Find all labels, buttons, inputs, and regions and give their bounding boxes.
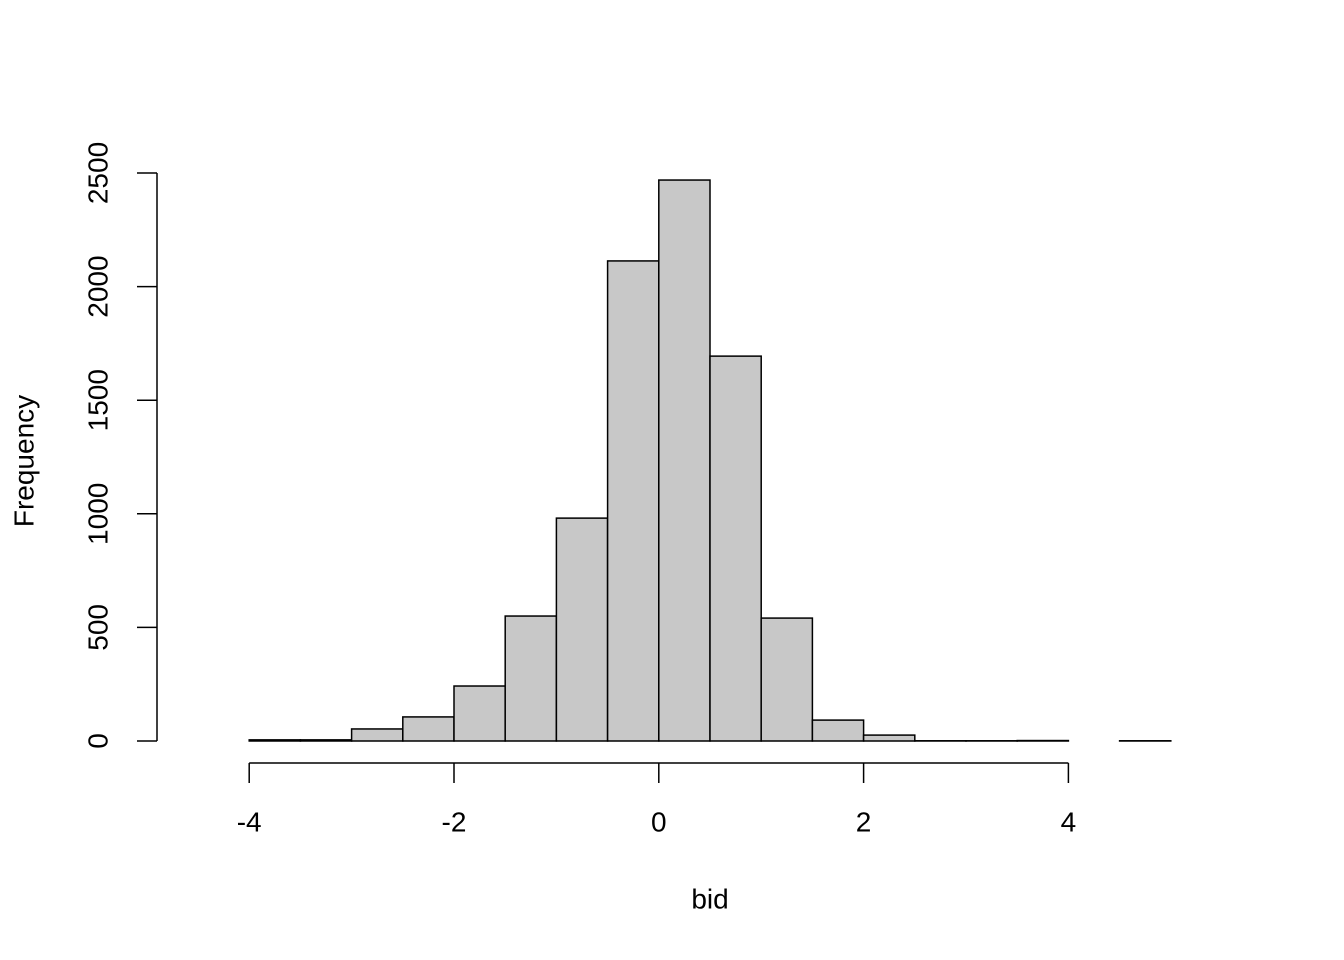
x-axis-label: bid bbox=[691, 883, 728, 914]
y-tick-label: 1500 bbox=[82, 369, 113, 431]
x-tick-label: 4 bbox=[1061, 806, 1077, 837]
bar bbox=[555, 517, 609, 742]
bar bbox=[504, 615, 558, 742]
bar bbox=[760, 617, 814, 742]
bar bbox=[248, 739, 302, 742]
bar bbox=[709, 355, 762, 742]
bar bbox=[811, 719, 865, 742]
y-tick-label: 2000 bbox=[82, 255, 113, 317]
bar bbox=[453, 685, 506, 742]
x-tick-label: 2 bbox=[856, 806, 872, 837]
bar bbox=[658, 179, 711, 742]
y-tick-label: 1000 bbox=[82, 483, 113, 545]
x-tick-label: 0 bbox=[651, 806, 667, 837]
bar bbox=[299, 739, 353, 742]
y-axis-label: Frequency bbox=[8, 395, 39, 527]
bar bbox=[402, 716, 455, 742]
bar bbox=[862, 734, 916, 742]
x-tick-label: -4 bbox=[237, 806, 262, 837]
y-tick-label: 500 bbox=[82, 604, 113, 651]
bar bbox=[350, 728, 404, 742]
bar bbox=[606, 260, 660, 742]
y-tick-label: 0 bbox=[82, 733, 113, 749]
y-tick-label: 2500 bbox=[82, 142, 113, 204]
x-tick-label: -2 bbox=[442, 806, 467, 837]
